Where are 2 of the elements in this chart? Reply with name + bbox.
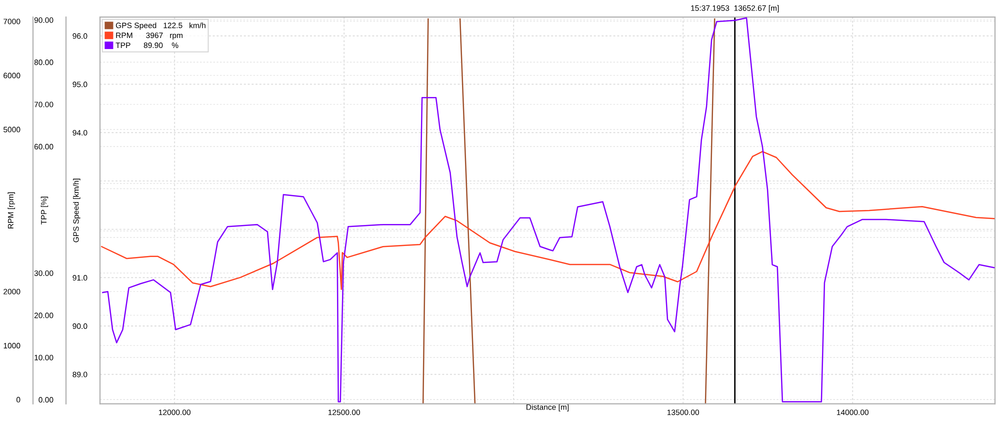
- line-series: [101, 150, 995, 290]
- line-series: [102, 17, 995, 402]
